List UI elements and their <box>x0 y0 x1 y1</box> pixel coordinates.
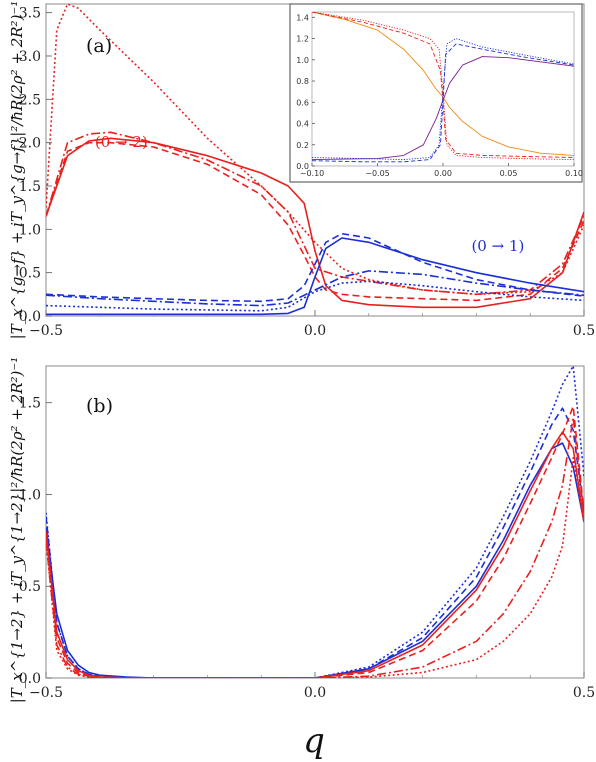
inset-frame <box>289 3 583 183</box>
series-a-blue-dotted <box>46 280 584 312</box>
panel-a: −0.5 0.0 0.50.00.51.01.52.02.53.03.5 (a) (… <box>8 1 595 340</box>
series-b-blue-solid <box>46 442 584 678</box>
ytick-label-a-1: 0.5 <box>19 266 41 282</box>
series-b-red-dashed <box>46 405 584 678</box>
xtick-label-a-0: −0.5 <box>29 323 63 339</box>
panel-b-ylabel: |T_x^{1→2} + iT_y^{1→2}|²/ħR(2ρ² + 2R²)⁻… <box>8 357 26 704</box>
ytick-label-b-2: 1.0 <box>19 487 41 503</box>
ytick-label-a-4: 2.0 <box>19 136 41 152</box>
annotation-0-to-2: (0 → 2) <box>95 133 148 151</box>
xtick-label-a-inset-3: 0.05 <box>500 169 518 178</box>
ytick-label-a-inset-2: 0.4 <box>296 120 309 129</box>
panel-b-label: (b) <box>86 395 113 417</box>
x-axis-label: q <box>303 721 325 761</box>
series-a-blue-solid <box>46 237 584 316</box>
series-a-red-dashdot <box>46 131 584 296</box>
ytick-label-a-5: 2.5 <box>19 92 41 108</box>
series-a-inset-red-dashed <box>312 12 574 158</box>
ytick-label-a-inset-0: 0.0 <box>296 162 309 171</box>
ytick-label-a-inset-7: 1.4 <box>296 13 309 22</box>
panel-a-ylabel: |T_x^{g→f} + iT_y^{g→f}|²/ħR(2ρ² + 2R²)⁻… <box>8 1 26 340</box>
ytick-label-a-inset-5: 1.0 <box>296 56 309 65</box>
series-b-blue-dashed <box>46 407 584 678</box>
ytick-label-a-2: 1.0 <box>19 222 41 238</box>
xtick-label-a-inset-1: −0.05 <box>365 169 390 178</box>
series-a-blue-dashdot <box>46 270 584 307</box>
ytick-label-a-inset-6: 1.2 <box>296 35 309 44</box>
series-a-inset-blue-dotted <box>312 38 574 161</box>
ytick-label-a-3: 1.5 <box>19 179 41 195</box>
panel-b-frame <box>45 365 585 679</box>
series-b-red-dashdot <box>46 416 584 678</box>
xtick-label-a-inset-4: 0.10 <box>565 169 583 178</box>
ytick-label-a-inset-3: 0.6 <box>296 98 309 107</box>
ytick-label-a-0: 0.0 <box>19 309 41 325</box>
ytick-label-a-6: 3.0 <box>19 49 41 65</box>
series-b-red-solid <box>46 431 584 678</box>
xtick-label-b-0: −0.5 <box>29 685 63 701</box>
xtick-label-a-2: 0.5 <box>573 323 595 339</box>
xtick-label-b-2: 0.5 <box>573 685 595 701</box>
series-a-red-dashed <box>46 141 584 302</box>
ytick-label-a-inset-4: 0.8 <box>296 77 309 86</box>
ytick-label-b-1: 0.5 <box>19 579 41 595</box>
series-a-inset-red-dotted <box>312 12 574 161</box>
series-b-blue-dotted <box>46 366 584 678</box>
ytick-label-a-7: 3.5 <box>19 6 41 22</box>
annotation-0-to-1: (0 → 1) <box>471 237 524 255</box>
inset: −0.10 −0.05 0.00 0.05 0.10 0.0 0.2 0.4 0.6 0.8 1.0… <box>289 3 583 183</box>
series-b-red-dotted <box>46 457 584 678</box>
xtick-label-a-1: 0.0 <box>304 323 326 339</box>
series-a-blue-dashed <box>46 232 584 303</box>
series-a-inset-blue-dashed <box>312 43 574 163</box>
xtick-label-a-inset-0: −0.10 <box>300 169 325 178</box>
panel-a-label: (a) <box>86 35 112 57</box>
ytick-label-b-0: 0.0 <box>19 671 41 687</box>
ytick-label-a-inset-1: 0.2 <box>296 141 309 150</box>
series-a-red-solid <box>46 137 584 309</box>
xtick-label-b-1: 0.0 <box>304 685 326 701</box>
ytick-label-b-3: 1.5 <box>19 396 41 412</box>
panel-b: −0.5 0.0 0.50.00.51.01.5 (b) |T_x^{1→2} + … <box>8 357 595 704</box>
xtick-label-a-inset-2: 0.00 <box>434 169 452 178</box>
series-a-inset-purple-solid <box>312 56 574 161</box>
